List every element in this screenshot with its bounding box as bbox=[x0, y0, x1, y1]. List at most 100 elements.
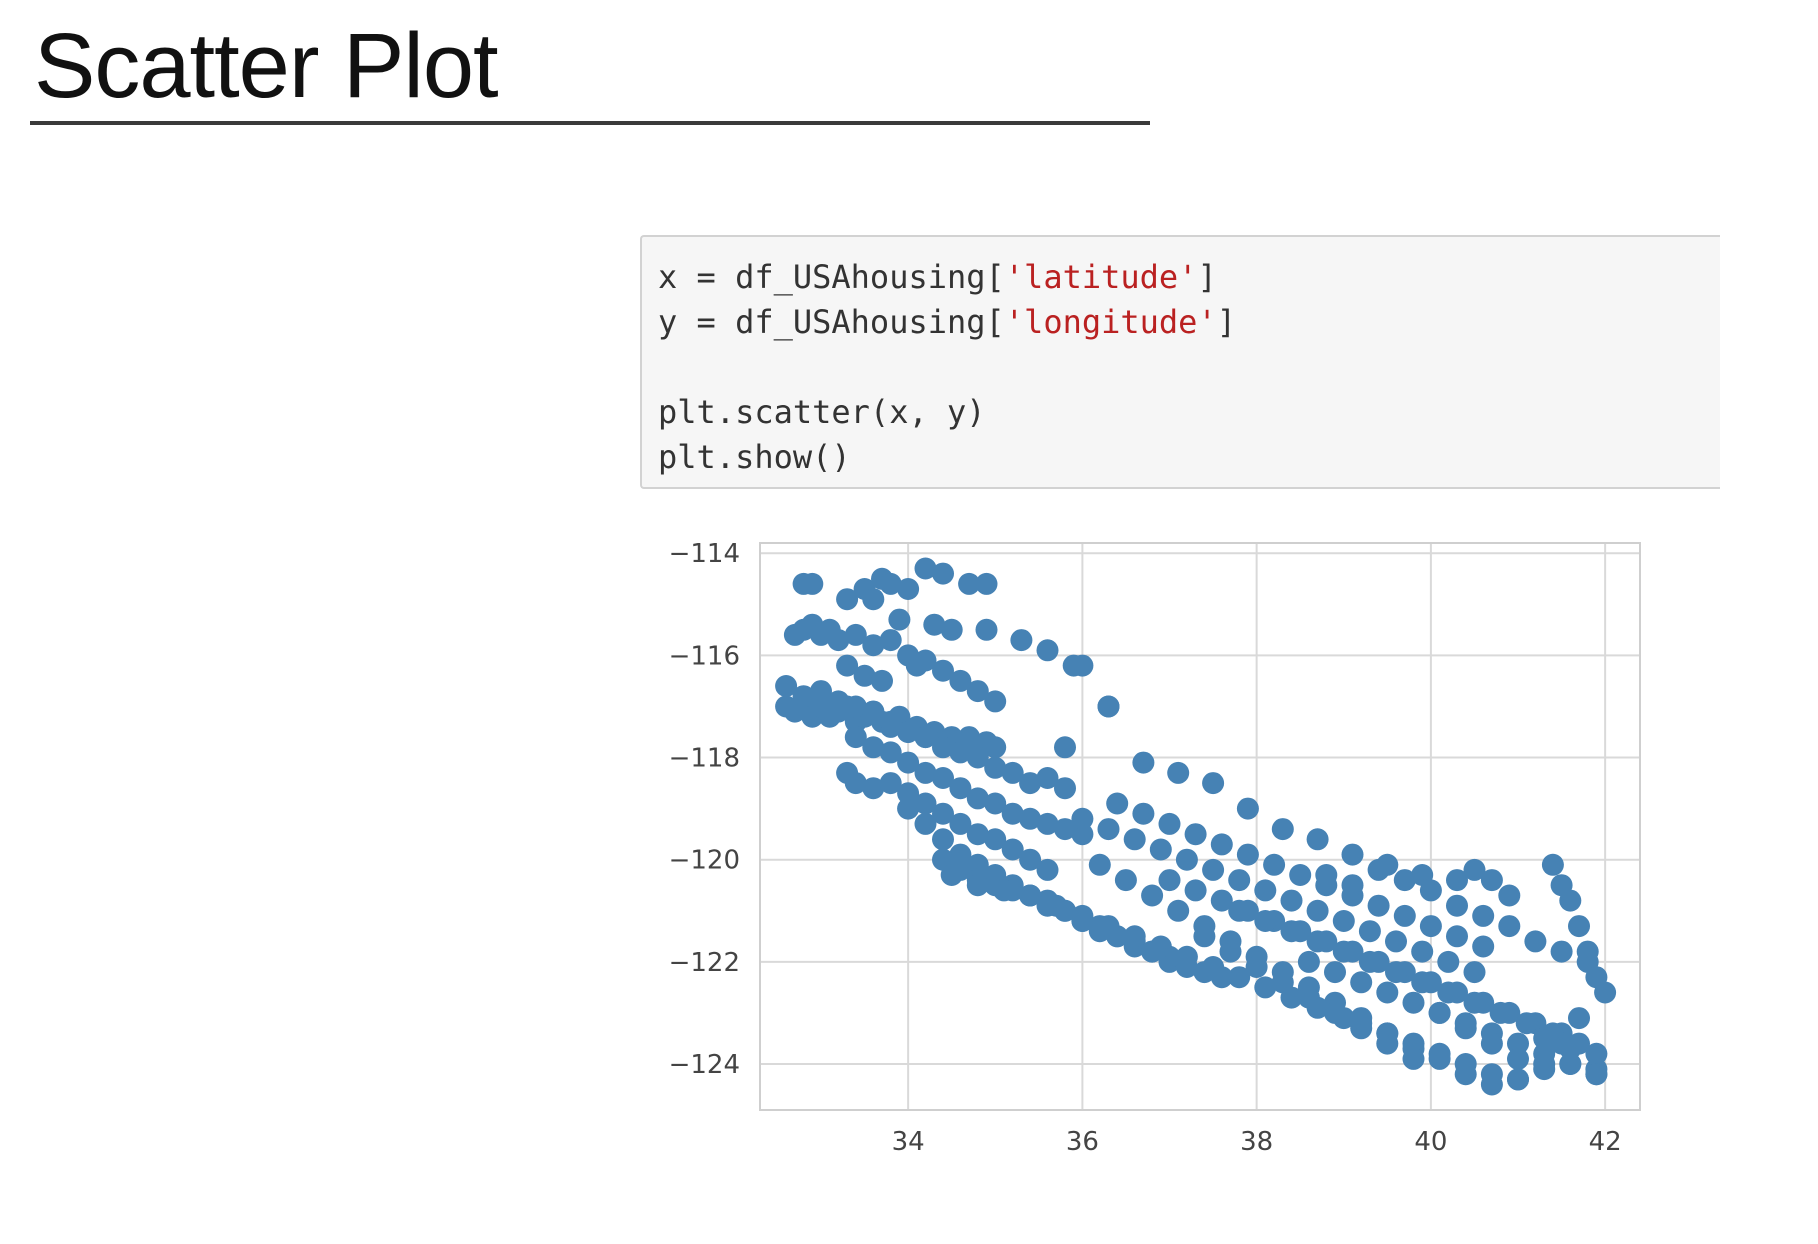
scatter-point bbox=[1376, 981, 1399, 1004]
title-underline bbox=[30, 121, 1150, 125]
y-tick-labels: −114 −116 −118 −120 −122 −124 bbox=[669, 539, 740, 1080]
scatter-point bbox=[1210, 889, 1233, 912]
scatter-point bbox=[932, 828, 954, 851]
scatter-point bbox=[1158, 812, 1181, 835]
scatter-point bbox=[1568, 915, 1590, 938]
scatter-point bbox=[984, 690, 1007, 713]
scatter-point bbox=[1123, 925, 1146, 948]
scatter-point bbox=[879, 629, 902, 652]
scatter-point bbox=[1480, 869, 1503, 892]
scatter-point bbox=[984, 756, 1007, 779]
scatter-point bbox=[1585, 1042, 1608, 1065]
code-block: x = df_USAhousing['latitude'] y = df_USAh… bbox=[658, 255, 1236, 480]
scatter-point bbox=[1550, 940, 1573, 963]
code-text: x = df_USAhousing[ bbox=[658, 258, 1005, 296]
scatter-point bbox=[914, 792, 937, 815]
scatter-point bbox=[975, 618, 998, 641]
scatter-point bbox=[1454, 1017, 1477, 1040]
scatter-point bbox=[1385, 930, 1407, 953]
scatter-point bbox=[862, 777, 885, 800]
scatter-point bbox=[1019, 884, 1042, 907]
scatter-point bbox=[1263, 853, 1286, 876]
scatter-point bbox=[1472, 935, 1495, 958]
scatter-point bbox=[1533, 1053, 1556, 1075]
scatter-point bbox=[1097, 695, 1120, 718]
scatter-point bbox=[984, 828, 1007, 851]
scatter-point bbox=[949, 812, 972, 835]
x-tick-labels: 34 36 38 40 42 bbox=[892, 1127, 1622, 1157]
scatter-point bbox=[1149, 935, 1172, 958]
scatter-point bbox=[1358, 950, 1381, 973]
scatter-point bbox=[844, 726, 867, 749]
scatter-point bbox=[1149, 838, 1172, 861]
scatter-point bbox=[1315, 864, 1338, 886]
code-line: plt.show() bbox=[658, 435, 1236, 480]
code-cell[interactable]: x = df_USAhousing['latitude'] y = df_USAh… bbox=[640, 235, 1720, 489]
scatter-point bbox=[1141, 884, 1164, 907]
scatter-point bbox=[1402, 991, 1425, 1014]
scatter-point bbox=[1306, 828, 1329, 851]
x-tick-label: 40 bbox=[1414, 1127, 1447, 1157]
scatter-point bbox=[940, 864, 963, 886]
scatter-point bbox=[905, 654, 928, 677]
scatter-point bbox=[914, 761, 937, 784]
scatter-point bbox=[1297, 950, 1320, 973]
scatter-point bbox=[1341, 874, 1364, 897]
scatter-point bbox=[1419, 915, 1442, 938]
scatter-point bbox=[1236, 843, 1259, 866]
scatter-point bbox=[984, 792, 1007, 815]
scatter-point bbox=[966, 823, 989, 846]
y-tick-label: −124 bbox=[669, 1050, 740, 1080]
scatter-point bbox=[1271, 818, 1294, 841]
scatter-point bbox=[853, 664, 876, 687]
scatter-point bbox=[1193, 925, 1216, 948]
scatter-point bbox=[844, 772, 867, 795]
scatter-point bbox=[914, 557, 937, 580]
plot-area-border bbox=[759, 542, 1641, 1111]
scatter-point bbox=[1071, 823, 1094, 846]
scatter-point bbox=[879, 710, 902, 733]
scatter-point bbox=[1097, 818, 1120, 841]
code-string-literal: 'longitude' bbox=[1004, 303, 1217, 341]
scatter-point bbox=[1402, 1047, 1425, 1070]
scatter-point bbox=[1541, 853, 1564, 876]
scatter-point bbox=[1228, 966, 1251, 989]
slide-title: Scatter Plot bbox=[34, 15, 499, 117]
scatter-point bbox=[914, 726, 937, 749]
scatter-point bbox=[1324, 961, 1346, 984]
scatter-point bbox=[1393, 904, 1416, 927]
scatter-point bbox=[1437, 950, 1460, 973]
scatter-point bbox=[1280, 920, 1303, 943]
code-line: plt.scatter(x, y) bbox=[658, 390, 1236, 435]
scatter-point bbox=[1202, 858, 1225, 881]
scatter-point bbox=[966, 874, 989, 897]
scatter-point bbox=[1228, 869, 1251, 892]
scatter-point bbox=[1280, 889, 1303, 912]
y-tick-label: −118 bbox=[669, 744, 740, 774]
scatter-point bbox=[1446, 894, 1468, 917]
scatter-point bbox=[1167, 899, 1190, 922]
scatter-point bbox=[897, 782, 920, 805]
scatter-point bbox=[1106, 792, 1129, 815]
scatter-point bbox=[775, 675, 798, 697]
scatter-point bbox=[966, 680, 989, 703]
scatter-point bbox=[932, 736, 954, 759]
scatter-point bbox=[897, 797, 920, 820]
y-tick-label: −114 bbox=[669, 539, 740, 569]
scatter-point bbox=[1524, 930, 1547, 953]
scatter-point bbox=[1132, 751, 1155, 774]
scatter-points bbox=[775, 557, 1617, 1096]
scatter-point bbox=[1001, 802, 1024, 825]
scatter-point bbox=[1054, 818, 1076, 841]
scatter-point bbox=[1114, 869, 1137, 892]
scatter-point bbox=[1498, 884, 1521, 907]
scatter-point bbox=[932, 767, 954, 789]
scatter-point bbox=[1376, 1032, 1399, 1055]
scatter-point bbox=[949, 777, 972, 800]
scatter-point bbox=[1350, 971, 1373, 994]
scatter-point bbox=[1036, 858, 1059, 881]
scatter-point bbox=[1254, 976, 1277, 999]
scatter-point bbox=[914, 812, 937, 835]
scatter-point bbox=[1472, 904, 1495, 927]
scatter-point bbox=[1271, 971, 1294, 994]
